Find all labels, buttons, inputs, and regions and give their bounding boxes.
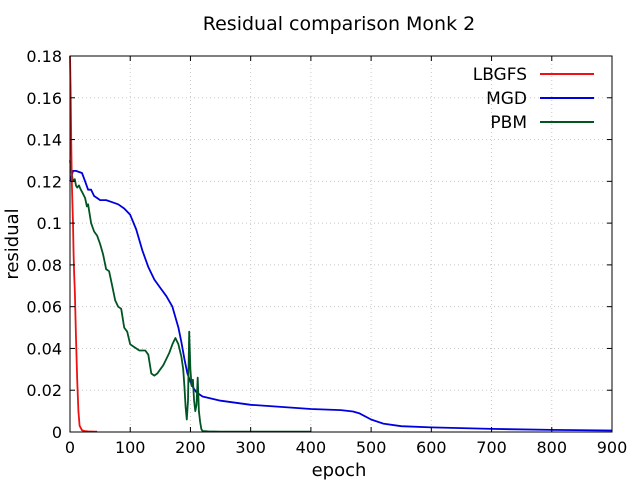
- axis-ticks: 0 100 200 300 400 500 600 700 800 900 0 0.02 0.04 0.0…: [26, 47, 627, 457]
- y-axis-title: residual: [2, 208, 23, 279]
- x-tick-label: 300: [235, 438, 266, 457]
- x-tick-label: 0: [65, 438, 75, 457]
- legend-label-mgd: MGD: [486, 89, 527, 109]
- y-tick-label: 0.02: [26, 381, 62, 400]
- plot-frame: [69, 55, 613, 433]
- grid: [69, 55, 613, 433]
- x-tick-label: 700: [476, 438, 507, 457]
- plot-series: [69, 55, 613, 433]
- series-line-lbgfs: [69, 55, 98, 433]
- legend-label-lbgfs: LBGFS: [473, 65, 527, 85]
- x-axis-title: epoch: [312, 460, 367, 480]
- y-tick-label: 0.1: [37, 214, 62, 233]
- x-tick-label: 200: [175, 438, 206, 457]
- chart-title: Residual comparison Monk 2: [203, 13, 475, 35]
- y-tick-label: 0.12: [26, 172, 62, 191]
- x-tick-label: 800: [537, 438, 568, 457]
- series-line-pbm: [69, 160, 311, 433]
- y-tick-label: 0.16: [26, 89, 62, 108]
- x-tick-label: 900: [597, 438, 628, 457]
- y-tick-label: 0.04: [26, 339, 62, 358]
- x-tick-label: 100: [115, 438, 146, 457]
- series-line-mgd: [69, 169, 613, 432]
- x-tick-label: 500: [356, 438, 387, 457]
- x-tick-label: 600: [416, 438, 447, 457]
- x-tick-label: 400: [296, 438, 327, 457]
- y-tick-label: 0: [52, 423, 62, 442]
- y-tick-label: 0.18: [26, 47, 62, 66]
- y-tick-label: 0.14: [26, 131, 62, 150]
- legend-label-pbm: PBM: [490, 113, 527, 133]
- legend: LBGFS MGD PBM: [473, 65, 594, 133]
- y-tick-label: 0.06: [26, 298, 62, 317]
- y-tick-label: 0.08: [26, 256, 62, 275]
